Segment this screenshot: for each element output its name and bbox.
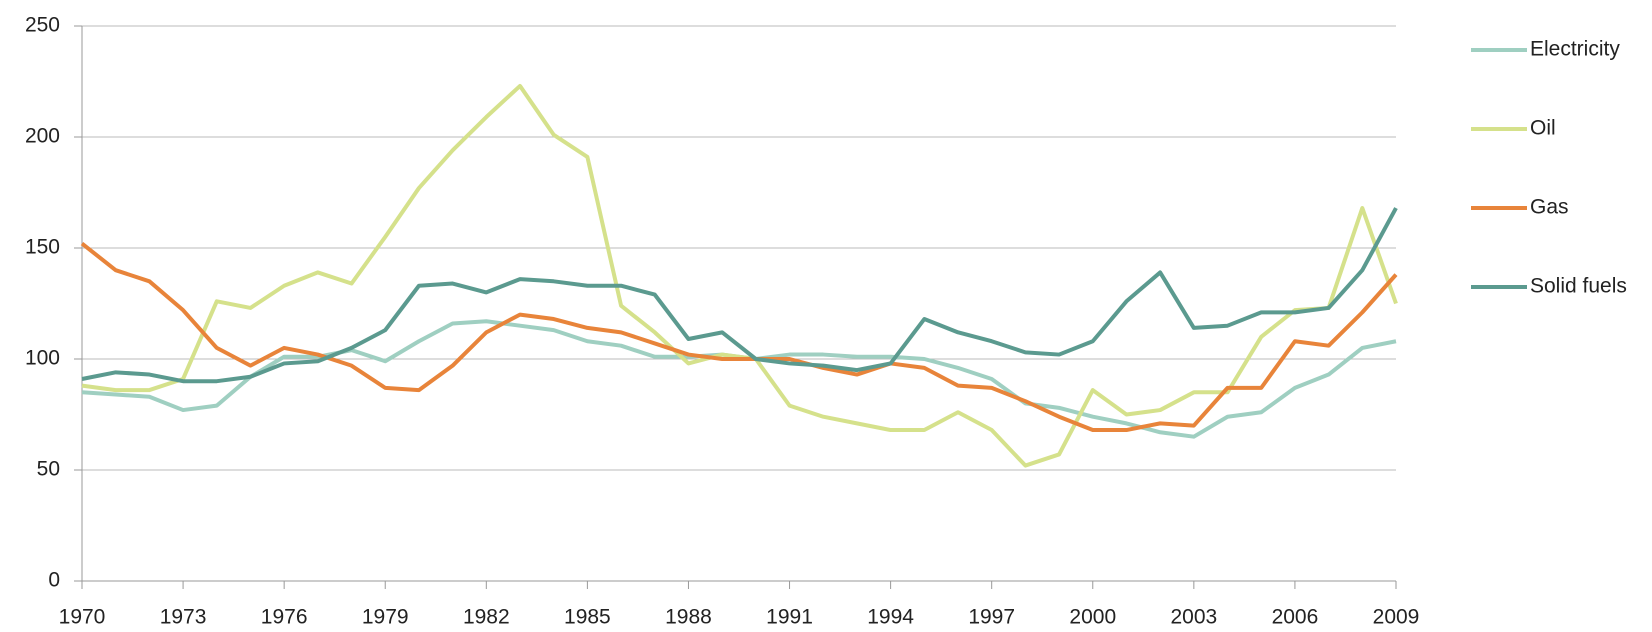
x-tick-label: 1979 xyxy=(362,606,409,629)
legend-label: Gas xyxy=(1530,196,1569,219)
y-tick-label: 250 xyxy=(25,14,60,37)
y-tick-label: 50 xyxy=(37,458,60,481)
x-tick-label: 2000 xyxy=(1069,606,1116,629)
x-tick-label: 1991 xyxy=(766,606,813,629)
x-tick-label: 1973 xyxy=(160,606,207,629)
x-tick-label: 1985 xyxy=(564,606,611,629)
x-tick-label: 1976 xyxy=(261,606,308,629)
x-tick-label: 1982 xyxy=(463,606,510,629)
y-tick-label: 200 xyxy=(25,125,60,148)
x-tick-label: 1994 xyxy=(867,606,914,629)
x-tick-label: 1988 xyxy=(665,606,712,629)
x-tick-label: 1970 xyxy=(59,606,106,629)
series-line xyxy=(81,207,1398,384)
x-tick-label: 1997 xyxy=(968,606,1015,629)
legend-label: Electricity xyxy=(1530,38,1620,61)
series-line xyxy=(81,83,1398,468)
y-tick-label: 100 xyxy=(25,347,60,370)
legend-label: Solid fuels xyxy=(1530,275,1627,298)
x-tick-label: 2006 xyxy=(1272,606,1319,629)
x-tick-label: 2009 xyxy=(1373,606,1420,629)
x-tick-label: 2003 xyxy=(1170,606,1217,629)
y-tick-label: 150 xyxy=(25,236,60,259)
legend-label: Oil xyxy=(1530,117,1556,140)
series-line xyxy=(80,241,1398,433)
y-tick-label: 0 xyxy=(48,569,60,592)
